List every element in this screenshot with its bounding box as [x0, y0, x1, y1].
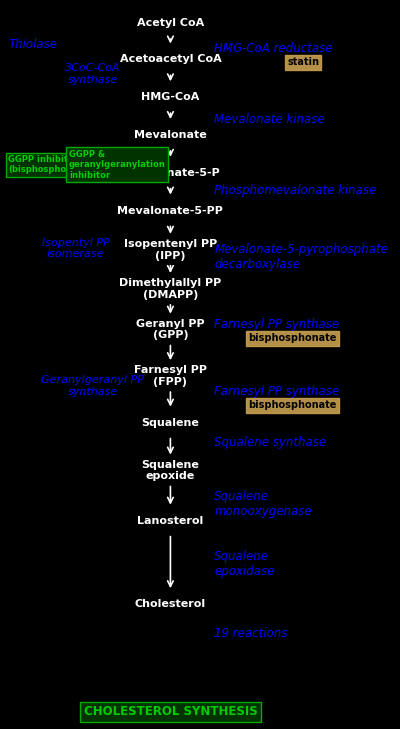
Text: GGPP inhibitor
(bisphosphonate): GGPP inhibitor (bisphosphonate) — [8, 155, 92, 174]
Text: Mevalonate-5-pyrophosphate
decarboxylase: Mevalonate-5-pyrophosphate decarboxylase — [214, 243, 388, 271]
Text: Farnesyl PP synthase: Farnesyl PP synthase — [214, 318, 340, 331]
Text: Lanosterol: Lanosterol — [137, 515, 204, 526]
Text: 19 reactions: 19 reactions — [214, 627, 288, 640]
Text: Mevalonate: Mevalonate — [134, 130, 207, 140]
Text: Squalene: Squalene — [142, 418, 199, 428]
Text: Acetoacetyl CoA: Acetoacetyl CoA — [120, 55, 221, 64]
Text: statin: statin — [287, 58, 319, 67]
Text: Acetyl CoA: Acetyl CoA — [137, 18, 204, 28]
Text: Farnesyl PP
(FPP): Farnesyl PP (FPP) — [134, 365, 207, 387]
Text: Isopentenyl PP
(IPP): Isopentenyl PP (IPP) — [124, 239, 217, 260]
Text: Phosphomevalonate kinase: Phosphomevalonate kinase — [214, 184, 377, 197]
Text: HMG-CoA: HMG-CoA — [141, 93, 200, 102]
Text: Geranylgeranyl PP
synthase: Geranylgeranyl PP synthase — [41, 375, 144, 397]
Text: Squalene synthase: Squalene synthase — [214, 437, 326, 450]
Text: Thiolase: Thiolase — [8, 39, 57, 52]
Text: Isopentyl PP
isomerase: Isopentyl PP isomerase — [42, 238, 110, 259]
Text: Mevalonate kinase: Mevalonate kinase — [214, 112, 325, 125]
Text: Geranyl PP
(GPP): Geranyl PP (GPP) — [136, 319, 205, 340]
Text: Squalene
monooxygenase: Squalene monooxygenase — [214, 490, 312, 518]
Text: Squalene
epoxide: Squalene epoxide — [142, 460, 199, 481]
Text: GGPP &
geranylgeranylation
inhibitor: GGPP & geranylgeranylation inhibitor — [69, 150, 166, 179]
Text: Cholesterol: Cholesterol — [135, 599, 206, 609]
Text: bisphosphonate: bisphosphonate — [248, 333, 336, 343]
Text: CHOLESTEROL SYNTHESIS: CHOLESTEROL SYNTHESIS — [84, 705, 257, 718]
Text: Mevalonate-5-PP: Mevalonate-5-PP — [118, 206, 223, 216]
Text: Squalene
epoxidase: Squalene epoxidase — [214, 550, 275, 578]
Text: Farnesyl PP synthase: Farnesyl PP synthase — [214, 385, 340, 398]
Text: bisphosphonate: bisphosphonate — [248, 400, 336, 410]
Text: HMG-CoA reductase: HMG-CoA reductase — [214, 42, 333, 55]
Text: Mevalonate-5-P: Mevalonate-5-P — [122, 168, 219, 178]
Text: Dimethylallyl PP
(DMAPP): Dimethylallyl PP (DMAPP) — [119, 278, 222, 300]
Text: 3CoC-CoA
synthase: 3CoC-CoA synthase — [65, 63, 120, 85]
